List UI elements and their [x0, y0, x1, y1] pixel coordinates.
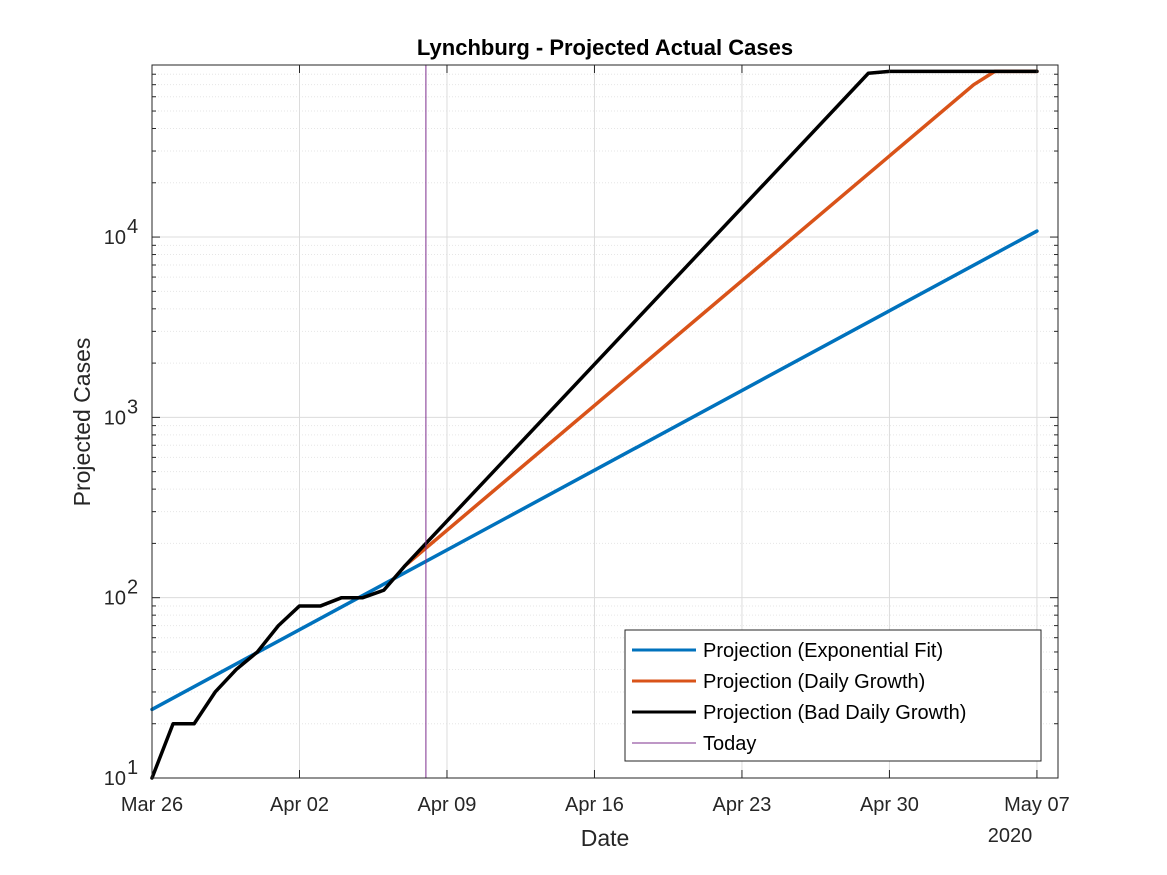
x-tick-labels: Mar 26 Apr 02 Apr 09 Apr 16 Apr 23 Apr 30 May … [121, 794, 1070, 816]
x-tick-label: Apr 30 [860, 794, 919, 816]
y-tick-exponent: 1 [127, 757, 138, 779]
y-tick-label: 10 [104, 768, 126, 790]
y-tick-label: 10 [104, 407, 126, 429]
minor-gridlines [152, 64, 1058, 725]
x-tick-label: Mar 26 [121, 794, 183, 816]
y-tick-label: 10 [104, 588, 126, 610]
legend-label-bad-daily-growth: Projection (Bad Daily Growth) [703, 702, 966, 724]
y-tick-exponent: 2 [127, 577, 138, 599]
series-line [150, 69, 1039, 780]
y-tick-exponent: 4 [127, 216, 138, 238]
legend: Projection (Exponential Fit) Projection … [624, 629, 1042, 762]
plot-frame [151, 64, 1059, 779]
x-tick-label: Apr 09 [418, 794, 477, 816]
series-layer [150, 69, 1039, 780]
series-line [150, 229, 1039, 712]
x-tick-label: Apr 02 [270, 794, 329, 816]
x-axis-year-label: 2020 [988, 825, 1033, 847]
axis-ticks [151, 64, 1058, 779]
legend-box [624, 629, 1042, 762]
x-tick-label: Apr 16 [565, 794, 624, 816]
legend-label-daily-growth: Projection (Daily Growth) [703, 671, 925, 693]
y-axis-label: Projected Cases [69, 338, 95, 507]
x-tick-label: May 07 [1004, 794, 1070, 816]
x-axis-label: Date [581, 825, 630, 851]
legend-label-today: Today [703, 733, 756, 755]
x-tick-label: Apr 23 [712, 794, 771, 816]
y-tick-label: 10 [104, 227, 126, 249]
chart-title: Lynchburg - Projected Actual Cases [417, 35, 793, 60]
legend-label-exponential-fit: Projection (Exponential Fit) [703, 640, 943, 662]
y-tick-exponent: 3 [127, 396, 138, 418]
